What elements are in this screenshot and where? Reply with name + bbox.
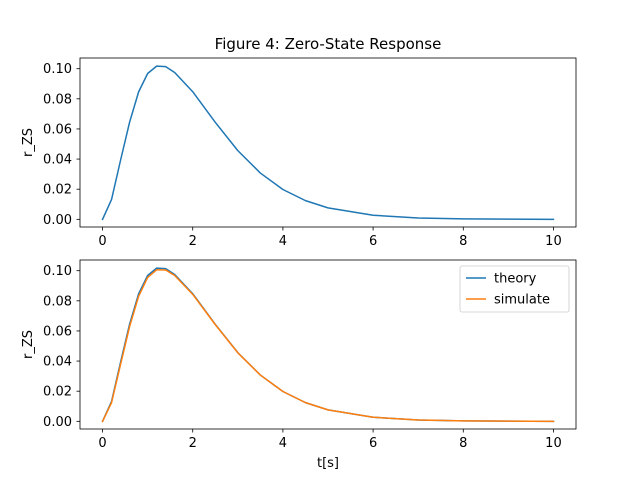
y-tick-label: 0.00: [43, 415, 72, 430]
x-tick-label: 2: [189, 234, 197, 249]
y-tick-label: 0.06: [43, 122, 72, 137]
legend: theory simulate: [459, 265, 570, 313]
y-tick-label: 0.10: [43, 62, 72, 77]
legend-box: [459, 265, 570, 313]
y-axis-label: r_ZS: [21, 128, 36, 157]
x-tick-label: 0: [98, 234, 106, 249]
y-tick-label: 0.00: [43, 213, 72, 228]
x-tick-label: 10: [545, 234, 562, 249]
y-axis-label: r_ZS: [21, 330, 36, 359]
series-line-simulate: [101, 269, 555, 423]
y-tick-label: 0.02: [43, 183, 72, 198]
bottom-plot-panel: 0 2 4 6 8 10 0.00 0.02 0.04 0.06 0.08 0.10 r_ZS t[s] t…: [21, 259, 577, 471]
axes-frame: [79, 57, 577, 228]
x-tick-label: 10: [545, 436, 562, 451]
y-tick-label: 0.04: [43, 355, 72, 370]
x-tick-label: 6: [369, 234, 377, 249]
chart-title: Figure 4: Zero-State Response: [215, 35, 442, 53]
top-plot-panel: 0 2 4 6 8 10 0.00 0.02 0.04 0.06 0.08 0.10 r_ZS: [21, 57, 577, 249]
axes-frame: [79, 259, 577, 430]
x-tick-label: 2: [189, 436, 197, 451]
legend-label-simulate: simulate: [494, 293, 550, 308]
legend-label-theory: theory: [494, 272, 537, 287]
y-tick-label: 0.04: [43, 153, 72, 168]
x-tick-label: 0: [98, 436, 106, 451]
y-tick-label: 0.06: [43, 324, 72, 339]
x-tick-label: 6: [369, 436, 377, 451]
y-tick-label: 0.08: [43, 92, 72, 107]
y-tick-label: 0.10: [43, 264, 72, 279]
x-axis-label: t[s]: [317, 456, 339, 471]
x-tick-label: 8: [459, 234, 467, 249]
x-tick-label: 4: [279, 436, 287, 451]
series-line-series-0: [101, 65, 555, 221]
x-tick-label: 8: [459, 436, 467, 451]
x-tick-label: 4: [279, 234, 287, 249]
y-tick-label: 0.02: [43, 385, 72, 400]
y-tick-label: 0.08: [43, 294, 72, 309]
